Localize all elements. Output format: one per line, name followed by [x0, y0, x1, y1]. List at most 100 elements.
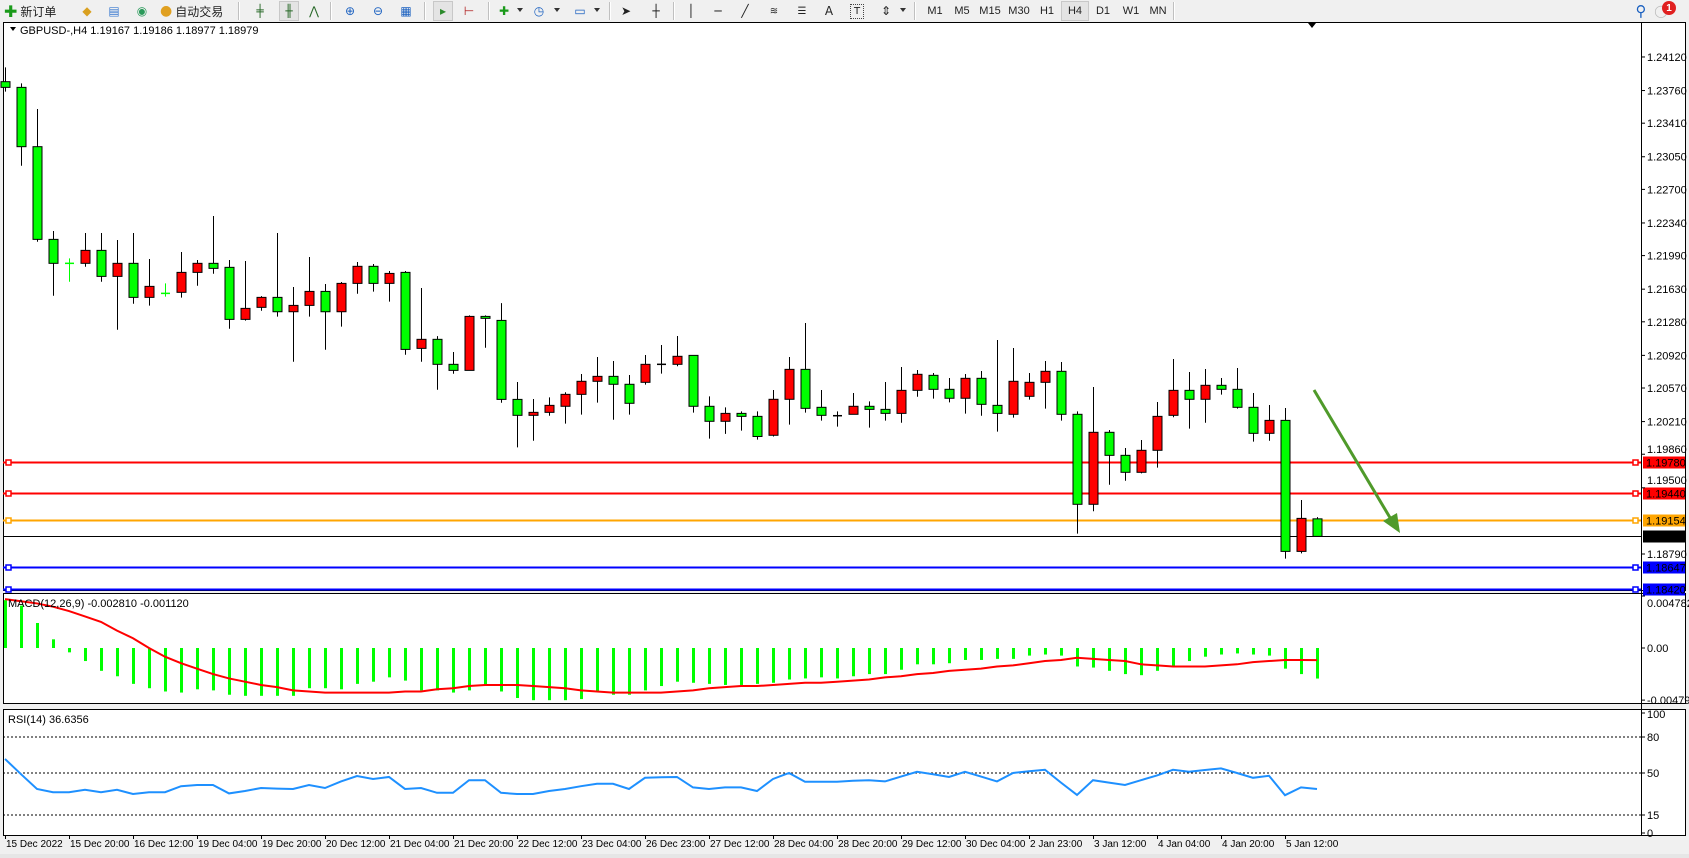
timeframe-h4[interactable]: H4	[1061, 1, 1089, 21]
candle-body[interactable]	[208, 262, 219, 269]
vertical-line-icon[interactable]: │	[687, 4, 695, 18]
candle-body[interactable]	[768, 398, 779, 436]
candle-body[interactable]	[960, 377, 971, 399]
candle-body[interactable]	[112, 262, 123, 277]
candle-body[interactable]	[688, 354, 699, 407]
tile-windows-icon[interactable]: ▦	[400, 4, 412, 18]
candle-body[interactable]	[320, 290, 331, 313]
new-order-button[interactable]: ✚ 新订单	[4, 2, 74, 21]
candle-body[interactable]	[32, 146, 43, 240]
candle-body[interactable]	[704, 405, 715, 422]
level-handle-right[interactable]	[1632, 517, 1639, 524]
candle-body[interactable]	[752, 415, 763, 438]
candle-body[interactable]	[1088, 431, 1099, 505]
candle-body[interactable]	[1040, 370, 1051, 383]
candle-body[interactable]	[928, 374, 939, 390]
zoom-in-icon[interactable]: ⊕	[344, 4, 356, 18]
timeframe-m15[interactable]: M15	[979, 5, 1001, 17]
level-handle-left[interactable]	[5, 459, 12, 466]
candle-body[interactable]	[992, 404, 1003, 414]
candle-body[interactable]	[240, 307, 251, 320]
candle-body[interactable]	[0, 81, 11, 88]
candle-body[interactable]	[96, 249, 107, 277]
candle-body[interactable]	[816, 406, 827, 416]
candle-body[interactable]	[1136, 449, 1147, 473]
candle-body[interactable]	[16, 86, 27, 148]
candle-body[interactable]	[512, 398, 523, 416]
trend-arrow-shaft[interactable]	[1312, 389, 1394, 522]
auto-trading-button[interactable]: ● 自动交易	[160, 2, 236, 20]
candle-body[interactable]	[1248, 406, 1259, 434]
candle-body[interactable]	[144, 285, 155, 298]
candle-body[interactable]	[1168, 389, 1179, 416]
candle-body[interactable]	[672, 355, 683, 365]
auto-scroll-icon[interactable]: ▸	[433, 1, 453, 21]
collapse-triangle-icon[interactable]	[10, 27, 16, 31]
chart-shift-icon[interactable]: ⊢	[463, 4, 475, 18]
candle-body[interactable]	[464, 315, 475, 371]
level-handle-left[interactable]	[5, 490, 12, 497]
candle-body[interactable]	[352, 265, 363, 284]
candle-body[interactable]	[576, 380, 587, 395]
candle-body[interactable]	[1104, 431, 1115, 456]
timeframe-h1[interactable]: H1	[1039, 5, 1055, 17]
level-handle-left[interactable]	[5, 586, 12, 593]
chart-shift-marker-icon[interactable]	[1308, 23, 1316, 28]
signals-icon[interactable]: ◉	[136, 4, 148, 18]
candle-body[interactable]	[336, 282, 347, 313]
periods-icon[interactable]: ◷	[533, 4, 545, 18]
templates-icon[interactable]: ▭	[574, 4, 586, 18]
candle-body[interactable]	[400, 271, 411, 350]
candle-body[interactable]	[800, 368, 811, 409]
candle-body[interactable]	[640, 363, 651, 383]
timeframe-w1[interactable]: W1	[1122, 5, 1140, 17]
candle-body[interactable]	[192, 262, 203, 273]
horizontal-line-icon[interactable]: ─	[714, 4, 722, 18]
arrows-dropdown-icon[interactable]	[900, 8, 906, 12]
candle-body[interactable]	[48, 238, 59, 264]
candle-body[interactable]	[1232, 388, 1243, 408]
notification-badge[interactable]: 1	[1662, 1, 1676, 15]
candle-body[interactable]	[432, 338, 443, 365]
candle-body[interactable]	[272, 296, 283, 313]
candle-body[interactable]	[1312, 518, 1323, 537]
level-handle-left[interactable]	[5, 517, 12, 524]
candle-body[interactable]	[1008, 380, 1019, 415]
candle-body[interactable]	[592, 375, 603, 382]
main-chart-panel[interactable]	[3, 22, 1686, 591]
candle-body[interactable]	[944, 388, 955, 399]
candle-body[interactable]	[304, 290, 315, 306]
timeframe-m1[interactable]: M1	[927, 5, 943, 17]
candle-body[interactable]	[976, 377, 987, 405]
candle-body[interactable]	[608, 375, 619, 385]
timeframe-d1[interactable]: D1	[1095, 5, 1111, 17]
candle-body[interactable]	[1184, 389, 1195, 400]
candle-body[interactable]	[1264, 419, 1275, 434]
arrows-icon[interactable]: ⇕	[880, 4, 892, 18]
level-handle-left[interactable]	[5, 564, 12, 571]
candle-body[interactable]	[224, 266, 235, 320]
candle-body[interactable]	[384, 272, 395, 284]
level-handle-right[interactable]	[1632, 490, 1639, 497]
trendline-icon[interactable]: ╱	[741, 4, 749, 18]
metaeditor-icon[interactable]: ◆	[82, 4, 92, 18]
candle-body[interactable]	[80, 249, 91, 264]
market-watch-icon[interactable]: ▤	[108, 4, 120, 18]
candle-body[interactable]	[288, 304, 299, 313]
candle-body[interactable]	[1056, 370, 1067, 415]
zoom-out-icon[interactable]: ⊖	[372, 4, 384, 18]
text-icon[interactable]: A	[820, 2, 838, 20]
line-chart-icon[interactable]: ⋀	[309, 4, 319, 18]
candle-body[interactable]	[1296, 517, 1307, 552]
fibonacci-icon[interactable]: ≋	[769, 5, 779, 17]
indicators-dropdown-icon[interactable]	[517, 8, 523, 12]
candle-body[interactable]	[880, 408, 891, 414]
candle-body[interactable]	[560, 393, 571, 407]
search-icon[interactable]: ⚲	[1635, 2, 1647, 20]
candle-body[interactable]	[912, 373, 923, 391]
chart-window[interactable]: 1.19780 1.19440 1.19154 1.18647 1.18420 1.189…	[0, 22, 1689, 858]
candle-body[interactable]	[624, 383, 635, 404]
candle-body[interactable]	[736, 412, 747, 417]
timeframe-mn[interactable]: MN	[1149, 5, 1167, 17]
candle-body[interactable]	[1216, 384, 1227, 390]
